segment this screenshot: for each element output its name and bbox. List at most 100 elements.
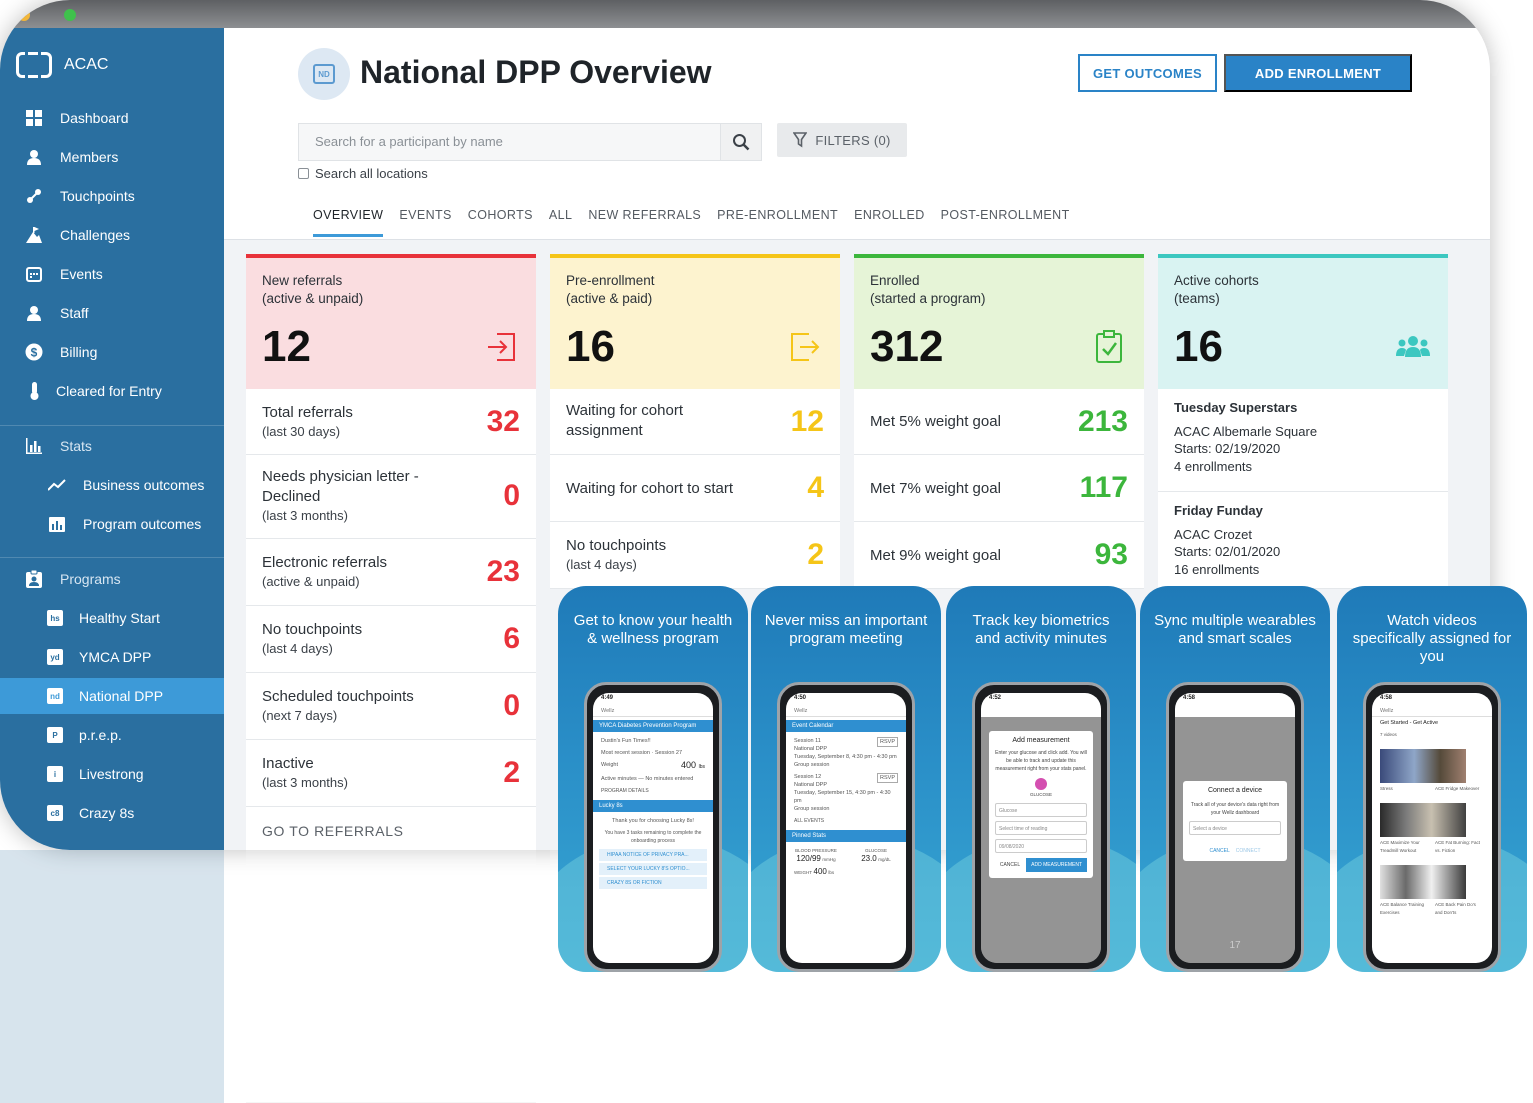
cohorts-summary[interactable]: Active cohorts (teams) 16 <box>1158 254 1448 389</box>
sidebar-item-program-outcomes[interactable]: Program outcomes <box>0 506 224 542</box>
go-to-referrals-link[interactable]: GO TO REFERRALS <box>262 823 404 839</box>
referral-row[interactable]: Scheduled touchpoints (next 7 days) 0 <box>246 673 536 740</box>
tab-pre-enrollment[interactable]: PRE-ENROLLMENT <box>717 208 839 222</box>
glucose-drop-icon <box>1035 778 1047 790</box>
add-enrollment-button[interactable]: ADD ENROLLMENT <box>1224 54 1412 92</box>
pre-enrollment-row[interactable]: Waiting for cohort assignment 12 <box>550 389 840 455</box>
sidebar-item-ymca-dpp[interactable]: yd YMCA DPP <box>0 639 224 675</box>
connect-button[interactable]: CONNECT <box>1235 848 1261 854</box>
glucose-input[interactable]: Glucose <box>995 803 1087 817</box>
sidebar-divider <box>0 557 224 558</box>
sidebar-item-cleared-for-entry[interactable]: Cleared for Entry <box>0 373 224 409</box>
tab-all[interactable]: ALL <box>548 208 573 222</box>
referrals-summary[interactable]: New referrals (active & unpaid) 12 <box>246 254 536 389</box>
referral-row[interactable]: Inactive (last 3 months) 2 <box>246 740 536 807</box>
tab-cohorts[interactable]: COHORTS <box>467 208 533 222</box>
filters-button[interactable]: FILTERS (0) <box>777 123 907 157</box>
sidebar-item-label: Business outcomes <box>83 477 205 493</box>
device-select[interactable]: Select a device <box>1189 821 1281 835</box>
sidebar-section-label: Stats <box>60 438 92 454</box>
cancel-button[interactable]: CANCEL <box>999 862 1021 868</box>
sidebar-item-billing[interactable]: $ Billing <box>0 334 224 370</box>
tab-overview[interactable]: OVERVIEW <box>313 208 384 237</box>
cohorts-card: Active cohorts (teams) 16 Tuesday Supers… <box>1158 254 1448 589</box>
brand-name: ACAC <box>64 56 109 73</box>
sidebar-item-business-outcomes[interactable]: Business outcomes <box>0 467 224 503</box>
row-label: Met 5% weight goal <box>870 413 1001 430</box>
sidebar-item-touchpoints[interactable]: Touchpoints <box>0 178 224 214</box>
referral-row[interactable]: Needs physician letter - Declined (last 3… <box>246 455 536 539</box>
cancel-button[interactable]: CANCEL <box>1209 848 1230 854</box>
enrolled-row[interactable]: Met 9% weight goal 93 <box>854 522 1144 589</box>
time-select[interactable]: Select time of reading <box>995 821 1087 835</box>
grid-icon <box>25 109 43 127</box>
date-input[interactable]: 09/08/2020 <box>995 839 1087 853</box>
page-header: ND National DPP Overview GET OUTCOMES AD… <box>224 28 1490 240</box>
search-button[interactable] <box>720 123 762 161</box>
sidebar-item-healthy-start[interactable]: hs Healthy Start <box>0 600 224 636</box>
sidebar-item-challenges[interactable]: Challenges <box>0 217 224 253</box>
sidebar-item-livestrong[interactable]: i Livestrong <box>0 756 224 792</box>
sidebar-item-staff[interactable]: Staff <box>0 295 224 331</box>
row-value: 12 <box>790 405 824 438</box>
card-caption: Enrolled (started a program) <box>870 273 986 306</box>
row-label: Met 7% weight goal <box>870 480 1001 497</box>
sidebar-item-dashboard[interactable]: Dashboard <box>0 100 224 136</box>
pre-enrollment-row[interactable]: Waiting for cohort to start 4 <box>550 455 840 522</box>
sidebar-item-label: YMCA DPP <box>79 649 152 665</box>
video-thumbnail[interactable] <box>1380 749 1466 783</box>
modal-text: Enter your glucose and click add. You wi… <box>995 750 1087 772</box>
status-time: 4:58 <box>1183 695 1196 701</box>
tab-enrolled[interactable]: ENROLLED <box>854 208 925 222</box>
zoom-dot-icon[interactable] <box>64 9 76 21</box>
phone-screen: 4:52 Add measurement Enter your glucose … <box>981 693 1101 963</box>
get-outcomes-button[interactable]: GET OUTCOMES <box>1078 54 1217 92</box>
phone-caption: Sync multiple wearables and smart scales <box>1154 612 1316 647</box>
tab-post-enrollment[interactable]: POST-ENROLLMENT <box>940 208 1070 222</box>
minimize-dot-icon[interactable] <box>18 9 30 21</box>
sidebar-item-crazy-8s[interactable]: c8 Crazy 8s <box>0 795 224 831</box>
sidebar-item-label: Challenges <box>60 227 131 243</box>
connect-device-modal: Connect a device Track all of your devic… <box>1183 781 1287 861</box>
tab-bar: OVERVIEW EVENTS COHORTS ALL NEW REFERRAL… <box>313 208 1070 237</box>
sidebar-item-members[interactable]: Members <box>0 139 224 175</box>
task-item: HIPAA NOTICE OF PRIVACY PRA... <box>599 849 707 861</box>
phone-screen: 4:58 Connect a device Track all of your … <box>1175 693 1295 963</box>
trend-line-icon <box>48 476 66 494</box>
enrolled-row[interactable]: Met 5% weight goal 213 <box>854 389 1144 455</box>
sidebar-item-label: Crazy 8s <box>79 805 135 821</box>
crazy-8s-icon: c8 <box>46 804 64 822</box>
video-thumbnail[interactable] <box>1380 865 1466 899</box>
tab-new-referrals[interactable]: NEW REFERRALS <box>588 208 702 222</box>
sidebar-item-label: Livestrong <box>79 766 144 782</box>
phone-caption: Track key biometrics and activity minute… <box>972 612 1110 647</box>
search-input[interactable]: Search for a participant by name <box>298 123 722 161</box>
enrolled-summary[interactable]: Enrolled (started a program) 312 <box>854 254 1144 389</box>
svg-text:$: $ <box>31 346 38 360</box>
cohort-item[interactable]: Friday Funday ACAC Crozet Starts: 02/01/… <box>1158 492 1448 589</box>
sidebar-item-label: Healthy Start <box>79 610 160 626</box>
referral-row[interactable]: Total referrals (last 30 days) 32 <box>246 389 536 455</box>
video-thumbnail[interactable] <box>1380 803 1466 837</box>
sidebar-item-prep[interactable]: P p.r.e.p. <box>0 717 224 753</box>
tab-events[interactable]: EVENTS <box>399 208 452 222</box>
enrolled-row[interactable]: Met 7% weight goal 117 <box>854 455 1144 522</box>
referral-row[interactable]: Electronic referrals (active & unpaid) 23 <box>246 539 536 606</box>
cohort-enrollments: 16 enrollments <box>1174 561 1260 577</box>
stats-row: BLOOD PRESSURE 120/99 mmHg GLUCOSE 23.0 mg… <box>786 845 906 866</box>
sidebar-item-label: Billing <box>60 344 98 360</box>
pre-enrollment-summary[interactable]: Pre-enrollment (active & paid) 16 <box>550 254 840 389</box>
cohort-enrollments: 4 enrollments <box>1174 458 1253 474</box>
sidebar-section-programs[interactable]: Programs <box>0 561 224 597</box>
cohort-item[interactable]: Tuesday Superstars ACAC Albemarle Square… <box>1158 389 1448 492</box>
search-all-locations-checkbox[interactable]: Search all locations <box>298 166 428 181</box>
sidebar-item-events[interactable]: Events <box>0 256 224 292</box>
checkbox-box[interactable] <box>298 168 309 179</box>
brand[interactable]: ACAC <box>16 52 108 78</box>
pre-enrollment-row[interactable]: No touchpoints (last 4 days) 2 <box>550 522 840 589</box>
add-measurement-button[interactable]: ADD MEASUREMENT <box>1026 858 1087 872</box>
referral-row[interactable]: No touchpoints (last 4 days) 6 <box>246 606 536 673</box>
sidebar-section-stats[interactable]: Stats <box>0 428 224 464</box>
filter-icon <box>793 132 808 148</box>
sidebar-item-national-dpp[interactable]: nd National DPP <box>0 678 224 714</box>
